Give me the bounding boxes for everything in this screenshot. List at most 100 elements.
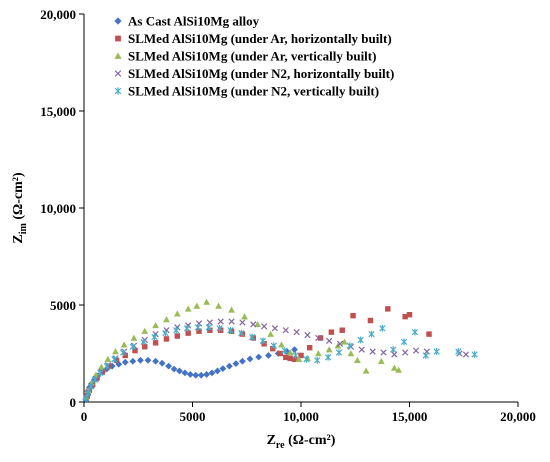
data-point bbox=[214, 367, 221, 375]
data-point bbox=[315, 334, 322, 342]
data-point bbox=[97, 369, 104, 377]
data-point bbox=[422, 352, 429, 359]
data-point bbox=[238, 329, 245, 337]
data-point bbox=[140, 338, 147, 346]
series-3 bbox=[82, 298, 403, 400]
data-point bbox=[129, 357, 137, 365]
data-point bbox=[260, 323, 268, 330]
data-point bbox=[462, 351, 470, 358]
data-point bbox=[412, 347, 420, 354]
data-point bbox=[217, 318, 224, 325]
data-point bbox=[104, 355, 112, 363]
data-point bbox=[350, 312, 356, 319]
legend-label: SLMed AlSi10Mg (under Ar, horizontally b… bbox=[128, 31, 392, 46]
data-point bbox=[91, 376, 98, 384]
data-point bbox=[184, 305, 192, 312]
data-point bbox=[137, 356, 144, 364]
data-point bbox=[346, 342, 353, 350]
data-point bbox=[228, 318, 235, 325]
legend-marker bbox=[114, 52, 122, 59]
data-point bbox=[206, 319, 214, 326]
data-point bbox=[87, 383, 95, 390]
data-point bbox=[341, 338, 348, 345]
data-point bbox=[152, 340, 159, 346]
y-tick-label: 5000 bbox=[50, 298, 76, 313]
x-axis-title: Zre (Ω-cm²) bbox=[267, 433, 336, 451]
data-point bbox=[176, 367, 183, 375]
data-point bbox=[82, 395, 90, 402]
data-point bbox=[267, 330, 275, 337]
data-point bbox=[239, 319, 246, 326]
data-point bbox=[121, 358, 129, 366]
data-point bbox=[227, 326, 234, 334]
data-point bbox=[183, 324, 191, 332]
data-point bbox=[385, 306, 391, 312]
data-point bbox=[215, 302, 222, 309]
y-tick-label: 10,000 bbox=[40, 201, 76, 216]
data-point bbox=[173, 326, 180, 334]
data-point bbox=[326, 337, 333, 345]
data-point bbox=[278, 341, 285, 348]
data-point bbox=[291, 356, 298, 363]
data-point bbox=[303, 355, 310, 363]
data-point bbox=[255, 353, 263, 361]
x-tick-label: 0 bbox=[81, 409, 88, 424]
data-point bbox=[151, 333, 158, 341]
data-point bbox=[291, 346, 298, 354]
data-point bbox=[207, 327, 213, 333]
data-point bbox=[379, 324, 386, 332]
data-point bbox=[144, 356, 152, 364]
data-point bbox=[339, 327, 345, 333]
legend-label: SLMed AlSi10Mg (under N2, horizontally b… bbox=[128, 66, 394, 81]
data-point bbox=[336, 340, 344, 347]
data-point bbox=[181, 369, 189, 377]
data-point bbox=[292, 352, 299, 359]
data-point bbox=[400, 338, 408, 346]
data-point bbox=[132, 347, 138, 354]
data-point bbox=[455, 348, 462, 355]
data-point bbox=[129, 343, 136, 351]
data-point bbox=[225, 362, 233, 370]
data-point bbox=[250, 321, 257, 328]
data-point bbox=[208, 369, 216, 377]
data-point bbox=[265, 352, 272, 359]
data-point bbox=[357, 336, 364, 344]
data-point bbox=[246, 355, 254, 363]
data-point bbox=[281, 347, 288, 354]
data-point bbox=[358, 346, 365, 353]
legend-label: As Cast AlSi10Mg alloy bbox=[128, 14, 260, 29]
data-point bbox=[471, 351, 478, 358]
data-point bbox=[254, 321, 261, 328]
data-point bbox=[287, 355, 293, 362]
data-point bbox=[193, 302, 201, 309]
data-point bbox=[283, 354, 289, 361]
data-points bbox=[82, 298, 478, 403]
data-point bbox=[203, 371, 211, 378]
data-point bbox=[324, 353, 332, 361]
x-tick-label: 15,000 bbox=[392, 409, 428, 424]
data-point bbox=[270, 345, 276, 352]
data-point bbox=[354, 356, 361, 364]
y-tick-label: 15,000 bbox=[40, 104, 76, 119]
data-point bbox=[112, 348, 119, 355]
data-point bbox=[390, 364, 398, 371]
y-axis-title: Zim (Ω-cm²) bbox=[11, 172, 29, 244]
data-point bbox=[261, 341, 267, 347]
data-point bbox=[92, 371, 100, 378]
data-point bbox=[335, 349, 343, 356]
data-point bbox=[380, 349, 387, 356]
data-point bbox=[232, 360, 240, 367]
legend-label: SLMed AlSi10Mg (under Ar, vertically bui… bbox=[128, 49, 376, 64]
data-point bbox=[217, 327, 224, 333]
data-point bbox=[295, 355, 303, 363]
data-point bbox=[406, 311, 413, 318]
data-point bbox=[362, 367, 370, 374]
data-point bbox=[411, 328, 419, 336]
data-point bbox=[391, 351, 398, 358]
data-point bbox=[368, 330, 375, 338]
data-point bbox=[196, 328, 202, 334]
data-point bbox=[298, 352, 304, 359]
data-point bbox=[369, 348, 376, 355]
legend: As Cast AlSi10Mg alloy SLMed AlSi10Mg (un… bbox=[114, 14, 394, 99]
